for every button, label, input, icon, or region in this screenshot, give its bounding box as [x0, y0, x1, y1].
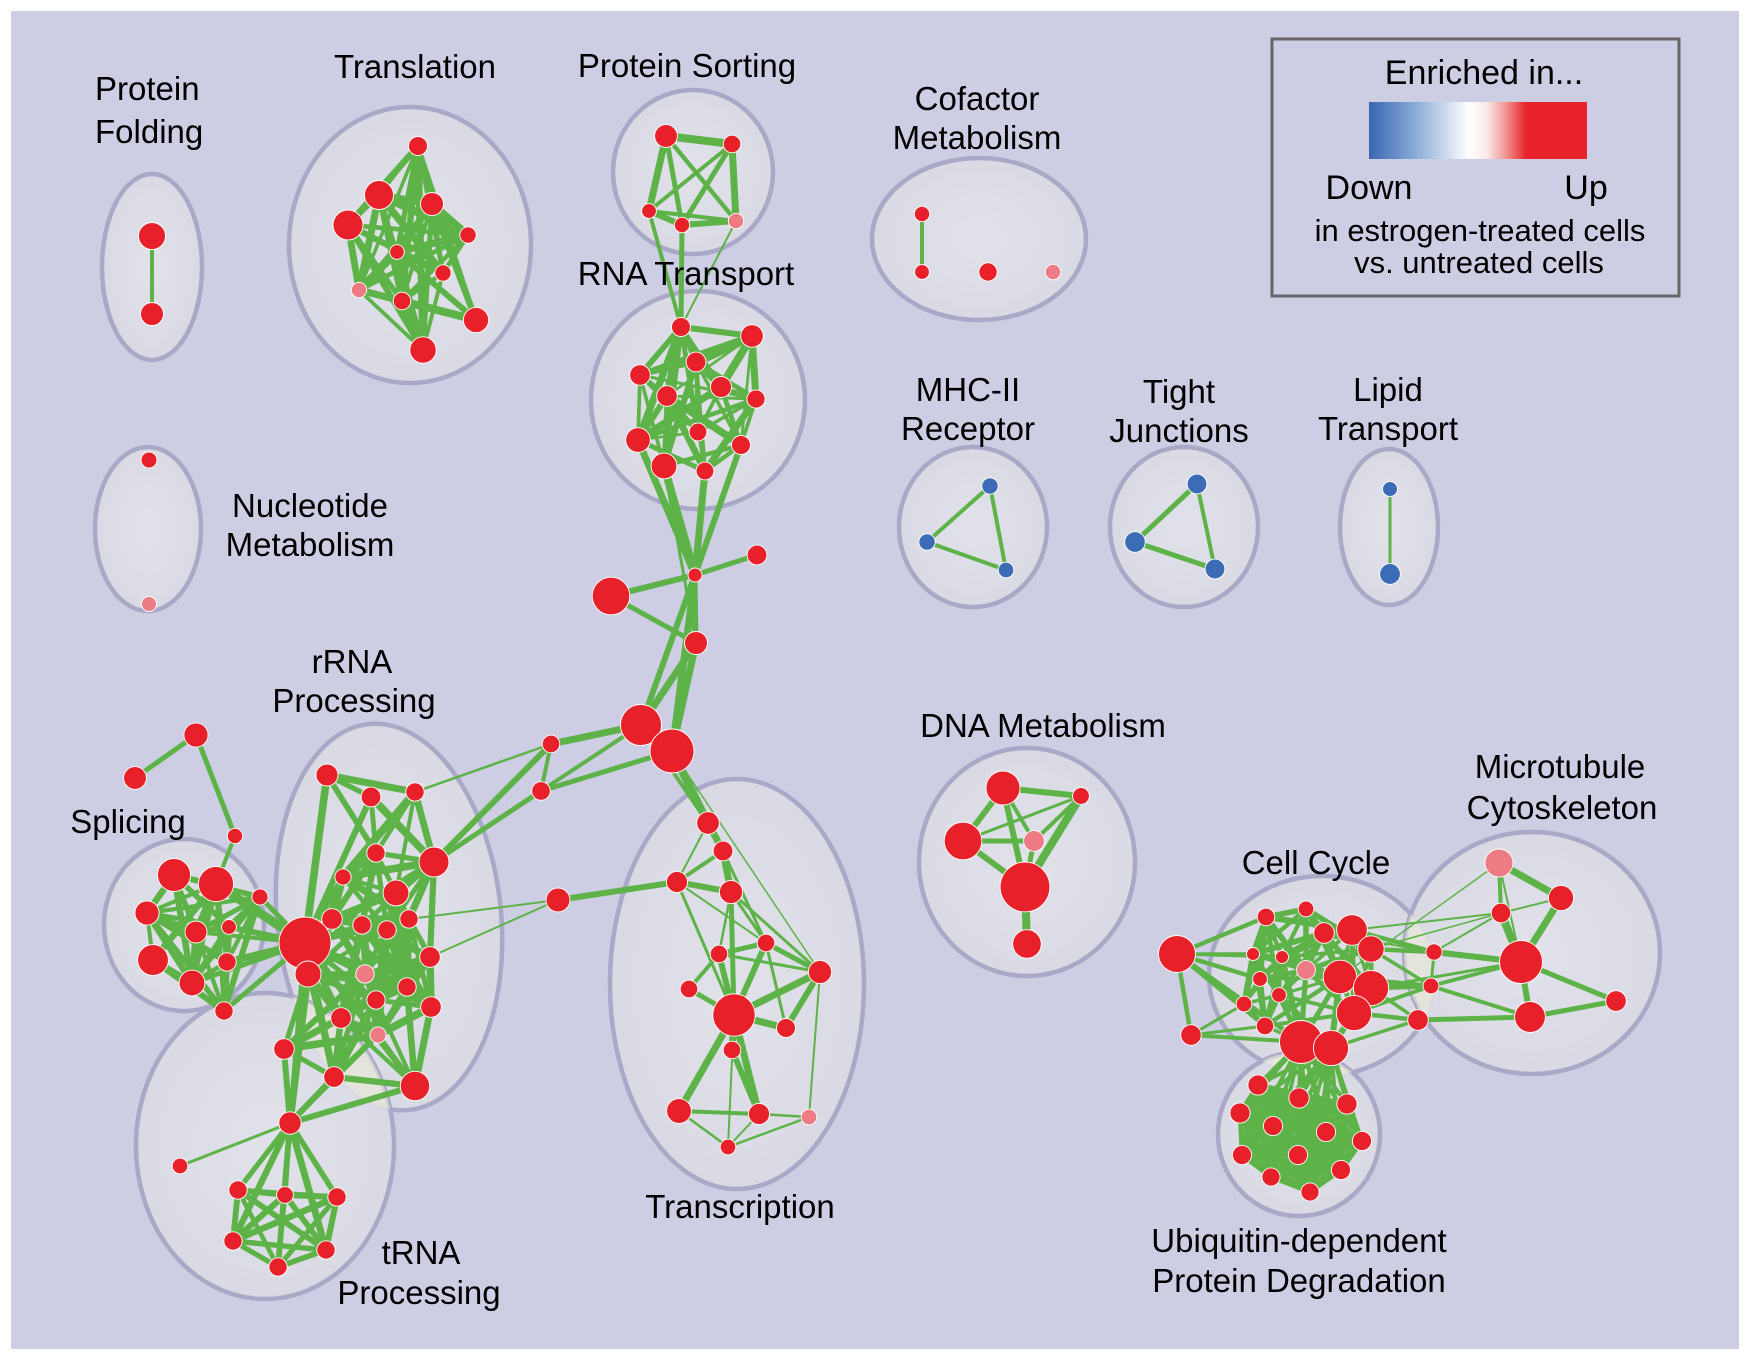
- svg-text:rRNA: rRNA: [312, 643, 393, 680]
- svg-text:Ubiquitin-dependent: Ubiquitin-dependent: [1151, 1222, 1446, 1259]
- svg-text:Cytoskeleton: Cytoskeleton: [1467, 789, 1658, 826]
- svg-text:tRNA: tRNA: [382, 1234, 461, 1271]
- svg-text:MHC-II: MHC-II: [916, 371, 1020, 408]
- svg-text:Folding: Folding: [95, 113, 203, 150]
- svg-text:Microtubule: Microtubule: [1475, 748, 1646, 785]
- svg-text:Up: Up: [1564, 169, 1607, 207]
- svg-text:Metabolism: Metabolism: [226, 526, 395, 563]
- svg-text:Tight: Tight: [1143, 373, 1215, 410]
- svg-text:Protein: Protein: [95, 70, 200, 107]
- svg-text:Cell Cycle: Cell Cycle: [1242, 844, 1391, 881]
- svg-text:Down: Down: [1326, 169, 1413, 207]
- svg-text:vs. untreated cells: vs. untreated cells: [1354, 245, 1604, 280]
- svg-text:Metabolism: Metabolism: [893, 119, 1062, 156]
- svg-text:DNA Metabolism: DNA Metabolism: [920, 707, 1166, 744]
- svg-text:Protein Sorting: Protein Sorting: [578, 47, 796, 84]
- svg-text:Processing: Processing: [337, 1274, 500, 1311]
- svg-text:in estrogen-treated cells: in estrogen-treated cells: [1315, 213, 1646, 248]
- svg-text:Transcription: Transcription: [645, 1188, 835, 1225]
- svg-text:Lipid: Lipid: [1353, 371, 1423, 408]
- svg-text:Cofactor: Cofactor: [915, 80, 1040, 117]
- svg-text:Junctions: Junctions: [1109, 412, 1248, 449]
- svg-text:RNA Transport: RNA Transport: [578, 255, 794, 292]
- svg-text:Translation: Translation: [334, 48, 496, 85]
- svg-text:Protein Degradation: Protein Degradation: [1152, 1262, 1446, 1299]
- svg-text:Transport: Transport: [1318, 410, 1458, 447]
- svg-text:Enriched in...: Enriched in...: [1385, 54, 1583, 92]
- svg-text:Splicing: Splicing: [70, 803, 186, 840]
- svg-text:Receptor: Receptor: [901, 410, 1035, 447]
- svg-text:Processing: Processing: [272, 682, 435, 719]
- svg-text:Nucleotide: Nucleotide: [232, 487, 388, 524]
